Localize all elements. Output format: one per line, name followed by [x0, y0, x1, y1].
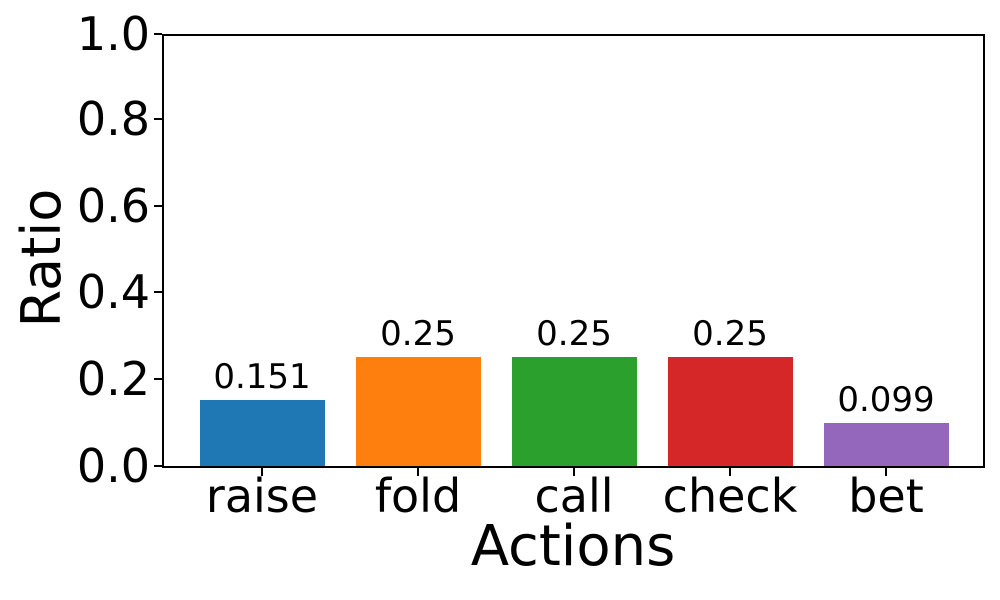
bar-value-label-bet: 0.099 — [837, 380, 935, 420]
x-tick-label-fold: fold — [374, 469, 462, 523]
y-tick-label-0.0: 0.0 — [76, 439, 150, 493]
y-tick-label-0.6: 0.6 — [76, 178, 150, 233]
x-tick-label-call: call — [534, 469, 614, 523]
bar-fold — [355, 357, 481, 466]
bar-value-label-call: 0.25 — [536, 314, 612, 354]
bar-bet — [823, 423, 949, 466]
x-tick-label-bet: bet — [848, 469, 924, 523]
y-tick-label-0.8: 0.8 — [76, 91, 150, 146]
x-tick-mark — [573, 468, 575, 476]
y-tick-mark — [154, 465, 162, 467]
y-tick-label-1.0: 1.0 — [76, 7, 150, 61]
y-tick-mark — [154, 117, 162, 120]
y-tick-label-0.2: 0.2 — [76, 352, 150, 407]
bar-value-label-fold: 0.25 — [380, 314, 456, 354]
x-tick-mark — [261, 468, 263, 476]
x-tick-mark — [885, 468, 887, 476]
bar-value-label-raise: 0.151 — [213, 357, 311, 397]
plot-area: 0.151 0.25 0.25 0.25 0.099 — [162, 34, 985, 468]
bar-raise — [199, 400, 325, 466]
x-axis-label: Actions — [470, 514, 676, 579]
y-tick-mark — [154, 291, 162, 294]
bar-value-label-check: 0.25 — [692, 314, 768, 354]
x-tick-label-check: check — [662, 469, 798, 523]
x-tick-mark — [417, 468, 419, 476]
y-tick-label-0.4: 0.4 — [76, 265, 150, 320]
x-tick-mark — [729, 468, 731, 476]
x-tick-label-raise: raise — [205, 469, 319, 523]
y-tick-mark — [154, 204, 162, 207]
bar-call — [511, 357, 637, 466]
y-tick-mark — [154, 378, 162, 381]
bar-check — [667, 357, 793, 466]
y-tick-mark — [154, 33, 162, 35]
